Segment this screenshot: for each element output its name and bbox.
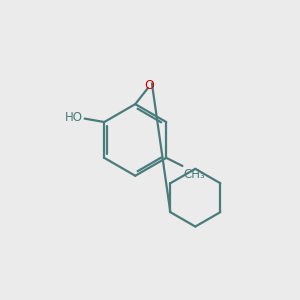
Text: HO: HO	[65, 111, 83, 124]
Text: CH₃: CH₃	[184, 168, 206, 181]
Text: O: O	[144, 79, 154, 92]
